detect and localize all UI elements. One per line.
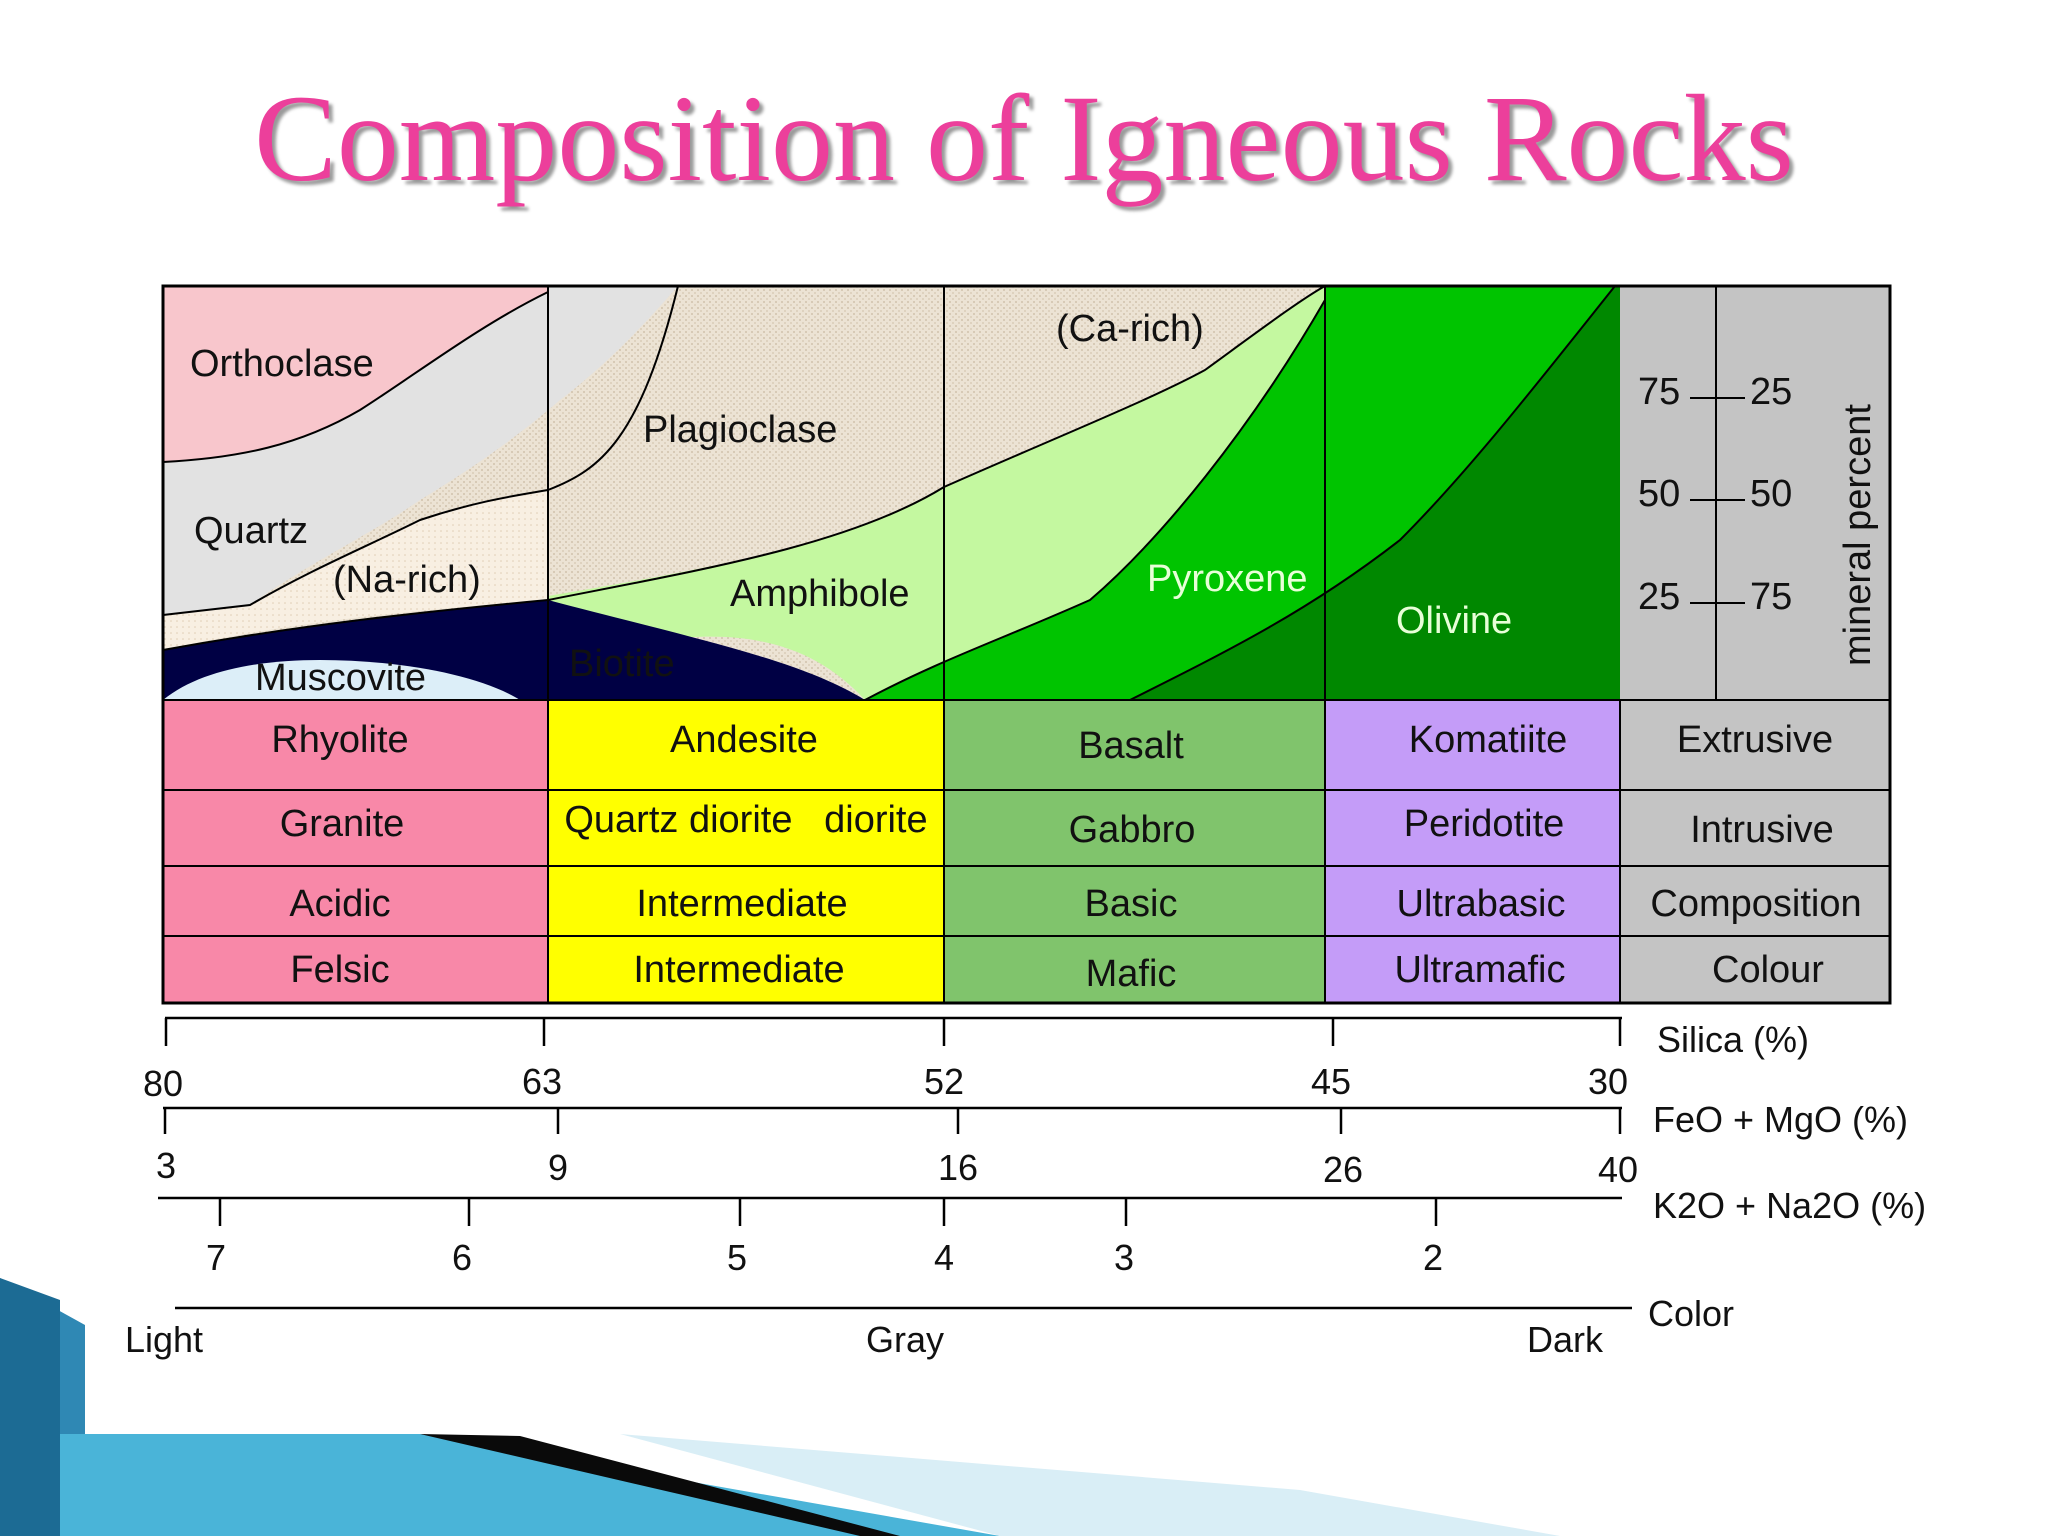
classification-table: Rhyolite Andesite Basalt Komatiite Extru… — [161, 284, 1892, 1005]
cell-ultramafic: Ultramafic — [1394, 949, 1565, 991]
label-biotite: Biotite — [569, 643, 675, 685]
femg-tick-26: 26 — [1323, 1149, 1363, 1190]
color-tick-gray: Gray — [866, 1319, 944, 1360]
label-muscovite: Muscovite — [255, 657, 426, 699]
cell-mafic: Mafic — [1086, 953, 1177, 995]
olivine-region — [1130, 286, 1620, 700]
row-label-extrusive: Extrusive — [1677, 719, 1833, 761]
cell-intermediate-2: Intermediate — [633, 949, 844, 991]
alkali-label: K2O + Na2O (%) — [1653, 1185, 1926, 1226]
label-plagioclase: Plagioclase — [643, 409, 837, 451]
alkali-scale — [158, 1196, 1622, 1226]
femg-tick-40: 40 — [1598, 1149, 1638, 1190]
na-rich-region — [163, 490, 548, 650]
label-ca-rich: (Ca-rich) — [1056, 308, 1204, 350]
slide-decoration — [0, 1278, 1560, 1536]
silica-tick-45: 45 — [1311, 1061, 1351, 1102]
row-label-composition: Composition — [1650, 883, 1861, 925]
cell-intermediate-1: Intermediate — [636, 883, 847, 925]
slide-title: Composition of Igneous Rocks — [254, 70, 1794, 207]
femg-scale — [163, 1106, 1622, 1134]
cell-peridotite: Peridotite — [1404, 803, 1565, 845]
quartz-region — [163, 286, 678, 615]
cell-andesite: Andesite — [670, 719, 818, 761]
cell-basalt: Basalt — [1078, 725, 1184, 767]
femg-tick-3: 3 — [156, 1145, 176, 1186]
label-olivine: Olivine — [1396, 600, 1512, 642]
muscovite-region — [163, 660, 520, 700]
cell-acidic: Acidic — [289, 883, 390, 925]
cell-ultrabasic: Ultrabasic — [1397, 883, 1566, 925]
color-tick-light: Light — [125, 1319, 203, 1360]
alkali-tick-3: 3 — [1114, 1237, 1134, 1278]
pyroxene-region — [865, 286, 1615, 700]
mp-right-75: 75 — [1750, 576, 1792, 618]
label-amphibole: Amphibole — [730, 573, 910, 615]
cell-quartz-diorite: Quartz diorite diorite — [564, 799, 927, 841]
color-tick-dark: Dark — [1527, 1319, 1604, 1360]
mineral-percent-panel: 75 50 25 25 50 75 mineral percent — [1620, 286, 1890, 700]
orthoclase-region — [163, 286, 548, 462]
mp-right-50: 50 — [1750, 473, 1792, 515]
silica-tick-30: 30 — [1588, 1061, 1628, 1102]
cell-gabbro: Gabbro — [1069, 809, 1196, 851]
silica-scale — [164, 1016, 1622, 1046]
amphibole-region — [548, 286, 1325, 700]
color-label: Color — [1648, 1293, 1734, 1334]
cell-felsic: Felsic — [290, 949, 389, 991]
cell-komatiite: Komatiite — [1409, 719, 1567, 761]
cell-basic: Basic — [1085, 883, 1178, 925]
femg-tick-9: 9 — [548, 1147, 568, 1188]
cell-rhyolite: Rhyolite — [271, 719, 408, 761]
alkali-tick-4: 4 — [934, 1237, 954, 1278]
label-quartz: Quartz — [194, 510, 308, 552]
alkali-tick-7: 7 — [206, 1237, 226, 1278]
silica-tick-80: 80 — [143, 1063, 183, 1104]
femg-label: FeO + MgO (%) — [1653, 1099, 1908, 1140]
cell-granite: Granite — [280, 803, 405, 845]
row-label-colour: Colour — [1712, 949, 1824, 991]
silica-label: Silica (%) — [1657, 1019, 1809, 1060]
mp-left-75: 75 — [1638, 371, 1680, 413]
alkali-tick-5: 5 — [727, 1237, 747, 1278]
mineral-area: Orthoclase Quartz Plagioclase (Ca-rich) … — [162, 285, 1620, 701]
label-pyroxene: Pyroxene — [1147, 558, 1308, 600]
femg-tick-16: 16 — [938, 1147, 978, 1188]
mp-left-50: 50 — [1638, 473, 1680, 515]
row-label-intrusive: Intrusive — [1690, 809, 1834, 851]
silica-tick-52: 52 — [924, 1061, 964, 1102]
mp-right-25: 25 — [1750, 371, 1792, 413]
mineral-percent-label: mineral percent — [1837, 404, 1879, 666]
label-orthoclase: Orthoclase — [190, 343, 374, 385]
silica-tick-63: 63 — [522, 1061, 562, 1102]
alkali-tick-2: 2 — [1423, 1237, 1443, 1278]
alkali-tick-6: 6 — [452, 1237, 472, 1278]
mp-left-25: 25 — [1638, 576, 1680, 618]
label-na-rich: (Na-rich) — [333, 559, 481, 601]
